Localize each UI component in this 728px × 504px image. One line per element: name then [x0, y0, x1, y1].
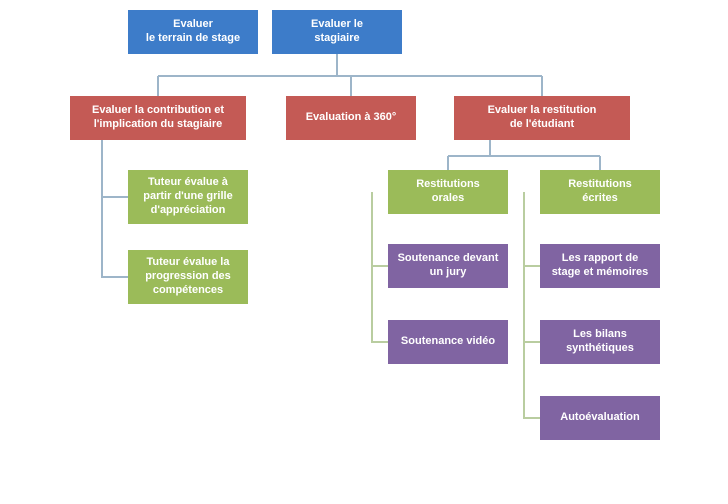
node-label: Evaluation à 360°: [306, 111, 397, 125]
node-n12: Les rapport de stage et mémoires: [540, 244, 660, 288]
node-n5: Evaluer la restitution de l'étudiant: [454, 96, 630, 140]
node-label: Evaluer le terrain de stage: [146, 18, 240, 46]
node-label: Evaluer le stagiaire: [311, 18, 363, 46]
node-n8: Restitutions orales: [388, 170, 508, 214]
node-label: Les rapport de stage et mémoires: [552, 252, 649, 280]
node-n11: Soutenance vidéo: [388, 320, 508, 364]
node-n9: Restitutions écrites: [540, 170, 660, 214]
node-label: Restitutions orales: [416, 178, 480, 206]
node-n10: Soutenance devant un jury: [388, 244, 508, 288]
node-label: Tuteur évalue à partir d'une grille d'ap…: [143, 176, 232, 217]
node-n7: Tuteur évalue la progression des compéte…: [128, 250, 248, 304]
node-label: Autoévaluation: [560, 411, 639, 425]
node-n13: Les bilans synthétiques: [540, 320, 660, 364]
node-n4: Evaluation à 360°: [286, 96, 416, 140]
node-n2: Evaluer le stagiaire: [272, 10, 402, 54]
node-label: Evaluer la contribution et l'implication…: [92, 104, 224, 132]
node-label: Evaluer la restitution de l'étudiant: [488, 104, 597, 132]
node-n1: Evaluer le terrain de stage: [128, 10, 258, 54]
node-label: Tuteur évalue la progression des compéte…: [145, 256, 231, 297]
node-label: Restitutions écrites: [568, 178, 632, 206]
node-label: Les bilans synthétiques: [566, 328, 634, 356]
node-label: Soutenance vidéo: [401, 335, 495, 349]
node-label: Soutenance devant un jury: [398, 252, 499, 280]
node-n6: Tuteur évalue à partir d'une grille d'ap…: [128, 170, 248, 224]
node-n14: Autoévaluation: [540, 396, 660, 440]
node-n3: Evaluer la contribution et l'implication…: [70, 96, 246, 140]
